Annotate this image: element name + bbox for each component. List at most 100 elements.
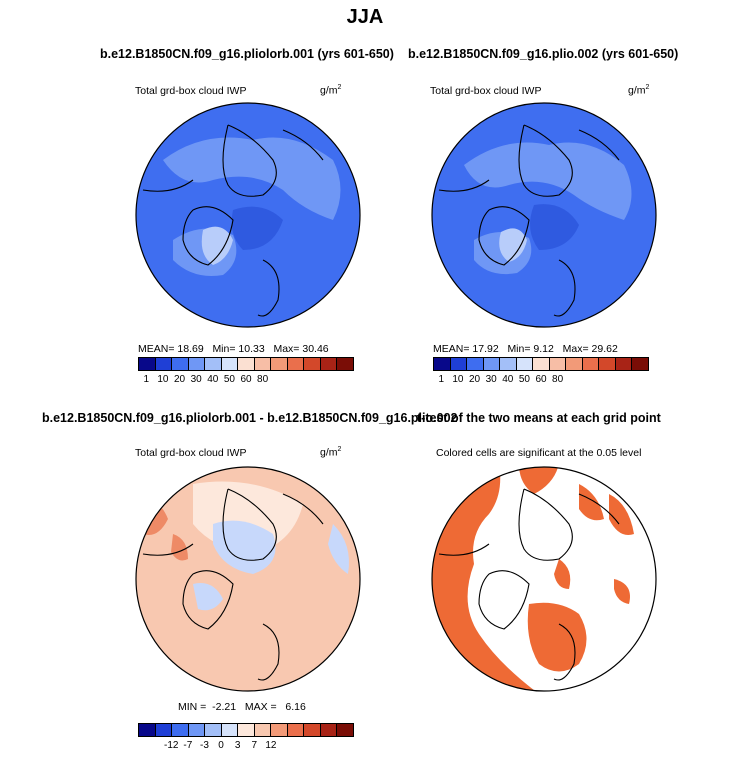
colorbar-cell xyxy=(483,358,501,370)
colorbar-cell xyxy=(188,358,206,370)
colorbar-tick-label: 30 xyxy=(190,374,202,385)
colorbar-cell xyxy=(221,724,239,736)
panel1-title: b.e12.B1850CN.f09_g16.pliolorb.001 (yrs … xyxy=(100,47,394,61)
colorbar-tick-label: 80 xyxy=(257,374,269,385)
colorbar-cell xyxy=(254,358,272,370)
panel3-title: b.e12.B1850CN.f09_g16.pliolorb.001 - b.e… xyxy=(42,411,458,425)
colorbar-tick-label: -12 xyxy=(163,740,179,751)
map4-sig-region-north xyxy=(519,467,559,494)
map4-sig-region-west xyxy=(432,467,539,691)
panel2-title: b.e12.B1850CN.f09_g16.plio.002 (yrs 601-… xyxy=(408,47,679,61)
panel2-colorbar xyxy=(433,357,649,371)
panel3-units: g/m2 xyxy=(320,446,342,459)
colorbar-cell xyxy=(287,358,305,370)
colorbar-cell xyxy=(172,724,189,736)
colorbar-tick-label: 40 xyxy=(207,374,219,385)
map1-dark-patch xyxy=(231,206,283,250)
panel3-subtitle: Total grd-box cloud IWP xyxy=(135,447,247,459)
colorbar-cell xyxy=(205,358,222,370)
colorbar-cell xyxy=(155,358,173,370)
colorbar-tick-label: 10 xyxy=(452,374,464,385)
panel1-subtitle: Total grd-box cloud IWP xyxy=(135,85,247,97)
colorbar-tick-label: 7 xyxy=(251,740,258,751)
colorbar-cell xyxy=(205,724,222,736)
map1-pale-patch xyxy=(201,226,233,265)
colorbar-tick-label: 10 xyxy=(157,374,169,385)
colorbar-cell xyxy=(599,358,616,370)
panel3-polar-map xyxy=(135,466,361,692)
colorbar-cell xyxy=(238,724,255,736)
colorbar-cell xyxy=(337,724,353,736)
panel2-min: 9.12 xyxy=(533,343,554,355)
colorbar-cell xyxy=(188,724,206,736)
panel1-colorbar xyxy=(138,357,354,371)
map2-coastlines xyxy=(438,124,620,317)
colorbar-cell xyxy=(632,358,648,370)
colorbar-cell xyxy=(434,358,451,370)
colorbar-tick-label: 1 xyxy=(438,374,445,385)
panel2-stats: MEAN= 17.92 Min= 9.12 Max= 29.62 xyxy=(433,343,618,355)
panel4-significance-map xyxy=(431,466,657,692)
colorbar-cell xyxy=(467,358,484,370)
colorbar-cell xyxy=(221,358,239,370)
colorbar-cell xyxy=(549,358,567,370)
panel2-polar-map xyxy=(431,102,657,328)
panel1-stats: MEAN= 18.69 Min= 10.33 Max= 30.46 xyxy=(138,343,329,355)
colorbar-tick-label: 40 xyxy=(502,374,514,385)
map4-sig-region-east xyxy=(609,494,634,535)
panel1-max: 30.46 xyxy=(302,343,329,355)
colorbar-tick-label: 60 xyxy=(535,374,547,385)
colorbar-tick-label: 30 xyxy=(485,374,497,385)
colorbar-tick-label: 60 xyxy=(240,374,252,385)
panel4-subtitle: Colored cells are significant at the 0.0… xyxy=(436,447,642,459)
map1-light-patch xyxy=(163,137,341,220)
panel1-polar-map xyxy=(135,102,361,328)
map3-blue-region-2 xyxy=(193,583,223,611)
panel4-title: t-test of the two means at each grid poi… xyxy=(417,411,661,425)
colorbar-cell xyxy=(533,358,550,370)
colorbar-cell xyxy=(271,358,288,370)
panel1-units: g/m2 xyxy=(320,84,342,97)
colorbar-cell xyxy=(139,724,156,736)
map4-sig-region-south xyxy=(527,602,587,672)
panel1-min: 10.33 xyxy=(238,343,265,355)
map4-coastlines xyxy=(438,488,620,681)
map4-sig-region-se xyxy=(614,579,630,604)
page-title: JJA xyxy=(346,6,384,28)
colorbar-cell xyxy=(304,724,321,736)
map1-coastlines xyxy=(142,124,324,317)
panel2-subtitle: Total grd-box cloud IWP xyxy=(430,85,542,97)
colorbar-tick-label: 20 xyxy=(173,374,186,385)
map2-dark-patch xyxy=(530,204,579,250)
colorbar-cell xyxy=(582,358,600,370)
colorbar-cell xyxy=(320,724,338,736)
colorbar-cell xyxy=(516,358,534,370)
colorbar-tick-label: 3 xyxy=(234,740,241,751)
panel3-max: 6.16 xyxy=(285,701,306,713)
colorbar-tick-label: 20 xyxy=(468,374,481,385)
map2-pale-patch xyxy=(499,228,527,262)
colorbar-tick-label: 50 xyxy=(223,374,235,385)
map3-blue-region-3 xyxy=(328,524,349,574)
colorbar-cell xyxy=(500,358,517,370)
map4-sig-region-center xyxy=(554,559,571,589)
colorbar-cell xyxy=(155,724,173,736)
colorbar-cell xyxy=(287,724,305,736)
panel3-min: -2.21 xyxy=(212,701,237,713)
colorbar-tick-label: 0 xyxy=(218,740,224,751)
colorbar-cell xyxy=(271,724,288,736)
colorbar-cell xyxy=(139,358,156,370)
colorbar-tick-label: 12 xyxy=(265,740,277,751)
colorbar-cell xyxy=(304,358,321,370)
colorbar-tick-label: -7 xyxy=(183,740,193,751)
colorbar-tick-label: 1 xyxy=(143,374,150,385)
colorbar-cell xyxy=(450,358,468,370)
panel3-colorbar xyxy=(138,723,354,737)
colorbar-cell xyxy=(337,358,353,370)
map3-red-region-2 xyxy=(171,534,188,561)
colorbar-cell xyxy=(172,358,189,370)
colorbar-tick-label: -3 xyxy=(200,740,209,751)
colorbar-cell xyxy=(320,358,338,370)
panel3-stats: MIN = -2.21 MAX = 6.16 xyxy=(178,701,306,713)
map4-sig-region-ne xyxy=(579,484,604,521)
